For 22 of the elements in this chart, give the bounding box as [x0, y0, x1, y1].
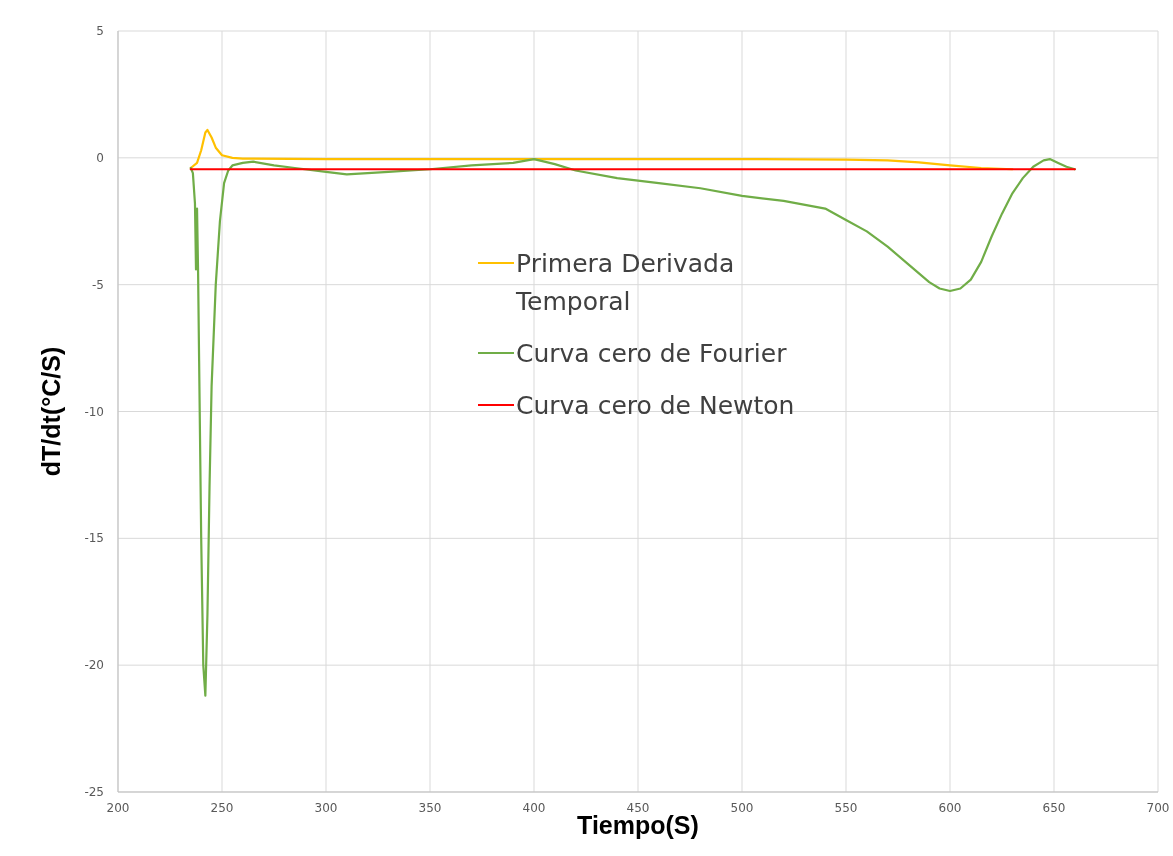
y-tick-label: -5 [92, 277, 104, 292]
y-tick-label: 0 [96, 150, 104, 165]
x-tick-label: 400 [522, 801, 546, 815]
x-tick-label: 600 [938, 801, 962, 815]
x-tick-label: 350 [418, 801, 442, 815]
x-tick-label: 650 [1042, 801, 1066, 815]
y-axis-title: dT/dt(°C/S) [37, 346, 65, 477]
x-tick-label: 700 [1146, 801, 1170, 815]
x-tick-label: 300 [314, 801, 338, 815]
y-tick-label: -25 [84, 785, 104, 799]
legend-label: Primera Derivada Temporal [515, 249, 735, 316]
legend-label: Curva cero de Newton [516, 391, 795, 420]
y-tick-label: 5 [96, 24, 104, 38]
legend-label: Curva cero de Fourier [516, 339, 788, 368]
x-tick-label: 500 [730, 801, 754, 815]
y-tick-label: -10 [84, 404, 104, 419]
x-tick-label: 550 [834, 801, 858, 815]
y-tick-label: -20 [84, 658, 104, 673]
x-tick-label: 200 [106, 801, 130, 815]
y-tick-label: -15 [84, 531, 104, 546]
x-tick-label: 250 [210, 801, 234, 815]
line-series [189, 158, 1076, 697]
